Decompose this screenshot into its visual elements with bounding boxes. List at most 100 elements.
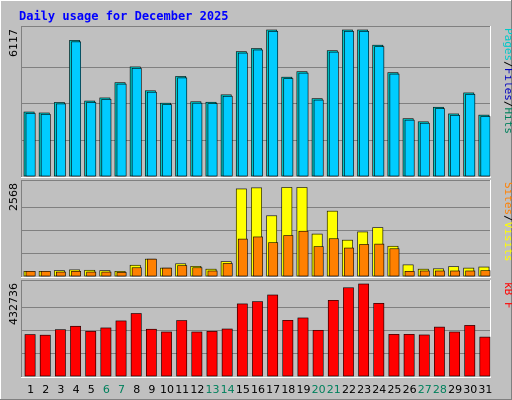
bar-kb-f-15 (236, 303, 248, 377)
y-max-label: 2568 (7, 183, 20, 211)
bar-sites-24 (374, 243, 385, 277)
bar-sites-4 (71, 271, 81, 277)
bar-files-21 (328, 51, 339, 177)
panel-kbytes: 432736 kB F (7, 280, 512, 378)
x-tick-label-14: 14 (221, 383, 235, 396)
bar-files-20 (313, 99, 324, 177)
bar-files-9 (146, 91, 157, 177)
bar-files-27 (419, 122, 430, 177)
bar-sites-20 (313, 246, 324, 277)
bar-kb-f-28 (434, 326, 445, 377)
x-tick-label-12: 12 (190, 383, 204, 396)
bar-sites-10 (162, 267, 172, 277)
bar-kb-f-6 (100, 327, 112, 377)
chart-title: Daily usage for December 2025 (19, 9, 229, 23)
bar-sites-25 (389, 248, 400, 277)
bar-files-7 (116, 83, 127, 177)
bar-sites-11 (177, 265, 188, 277)
bar-kb-f-4 (70, 325, 81, 377)
bar-files-1 (25, 113, 36, 177)
bar-kb-f-25 (388, 334, 400, 377)
bar-kb-f-10 (161, 331, 172, 377)
bar-kb-f-24 (373, 302, 385, 377)
bar-kb-f-23 (358, 283, 370, 377)
legend-entry: Files (502, 68, 512, 101)
x-tick-label-16: 16 (251, 383, 265, 396)
panel-hits-files-pages: 6117 Pages/Files/Hits (7, 26, 512, 178)
x-tick-label-2: 2 (42, 383, 49, 396)
bar-files-24 (374, 46, 385, 177)
bar-files-16 (253, 49, 263, 177)
x-tick-label-18: 18 (281, 383, 295, 396)
bar-sites-22 (344, 247, 354, 277)
bar-sites-2 (40, 271, 51, 277)
bars (24, 283, 491, 377)
x-tick-label-13: 13 (206, 383, 220, 396)
legend-entry: kB F (502, 282, 512, 309)
bar-files-11 (177, 77, 188, 177)
x-tick-label-31: 31 (478, 383, 492, 396)
bar-sites-12 (192, 267, 203, 277)
bar-files-22 (344, 31, 354, 177)
bar-kb-f-17 (267, 294, 279, 377)
bar-sites-15 (237, 238, 248, 277)
bar-sites-3 (56, 271, 66, 277)
bar-sites-14 (222, 263, 233, 277)
y-max-label: 6117 (7, 29, 20, 57)
x-tick-label-28: 28 (433, 383, 447, 396)
x-tick-label-27: 27 (418, 383, 432, 396)
bar-files-3 (56, 103, 66, 177)
bar-files-18 (283, 78, 294, 177)
bar-files-2 (40, 114, 51, 177)
x-tick-label-23: 23 (357, 383, 371, 396)
bar-sites-29 (450, 270, 460, 277)
bar-sites-18 (283, 235, 294, 277)
x-tick-label-29: 29 (448, 383, 462, 396)
panel-legend: Sites/Visits (502, 182, 512, 262)
bar-sites-23 (359, 244, 370, 277)
bar-kb-f-31 (479, 336, 491, 377)
x-tick-label-4: 4 (73, 383, 80, 396)
bar-sites-31 (480, 270, 491, 277)
bar-kb-f-30 (464, 325, 476, 377)
bar-sites-27 (419, 270, 430, 277)
bar-kb-f-16 (252, 301, 263, 377)
bar-files-14 (222, 95, 233, 177)
legend-entry: Visits (502, 222, 512, 262)
bar-kb-f-7 (115, 320, 127, 377)
x-tick-label-24: 24 (372, 383, 386, 396)
x-tick-label-26: 26 (403, 383, 417, 396)
bar-files-26 (404, 119, 415, 177)
legend-entry: Pages (502, 28, 512, 61)
bar-files-29 (450, 115, 460, 177)
bar-files-30 (465, 94, 476, 177)
bar-sites-21 (328, 238, 339, 277)
bar-sites-7 (116, 272, 127, 277)
bar-kb-f-2 (39, 334, 51, 377)
bar-kb-f-29 (449, 331, 460, 377)
x-tick-label-9: 9 (148, 383, 155, 396)
bar-kb-f-3 (55, 329, 66, 377)
bar-files-25 (389, 73, 400, 177)
legend-entry: / (502, 215, 512, 222)
bar-files-17 (268, 31, 279, 177)
bar-kb-f-13 (206, 331, 218, 377)
bar-sites-17 (268, 242, 279, 277)
x-axis-labels: 1 2 3 4 5 6 7 8 9 10 11 12 13 14 15 16 17 18 19 20 21 22 23 24 2… (27, 383, 492, 396)
bar-files-8 (131, 68, 142, 177)
panel-legend: Pages/Files/Hits (502, 28, 512, 134)
bar-kb-f-20 (312, 329, 324, 377)
bar-sites-8 (131, 267, 142, 277)
bar-files-4 (71, 41, 81, 177)
bar-kb-f-18 (282, 319, 294, 377)
legend-entry: / (502, 61, 512, 68)
bar-files-19 (298, 72, 309, 177)
x-tick-label-1: 1 (27, 383, 34, 396)
x-tick-label-20: 20 (312, 383, 326, 396)
panel-visits-sites: 2568 Sites/Visits (7, 180, 512, 278)
x-tick-label-6: 6 (103, 383, 110, 396)
bar-files-15 (237, 52, 248, 177)
x-tick-label-30: 30 (463, 383, 477, 396)
bar-files-6 (101, 99, 112, 177)
chart-panels: 6117 Pages/Files/Hits 2568 Sites/Visits 4327… (7, 26, 512, 378)
